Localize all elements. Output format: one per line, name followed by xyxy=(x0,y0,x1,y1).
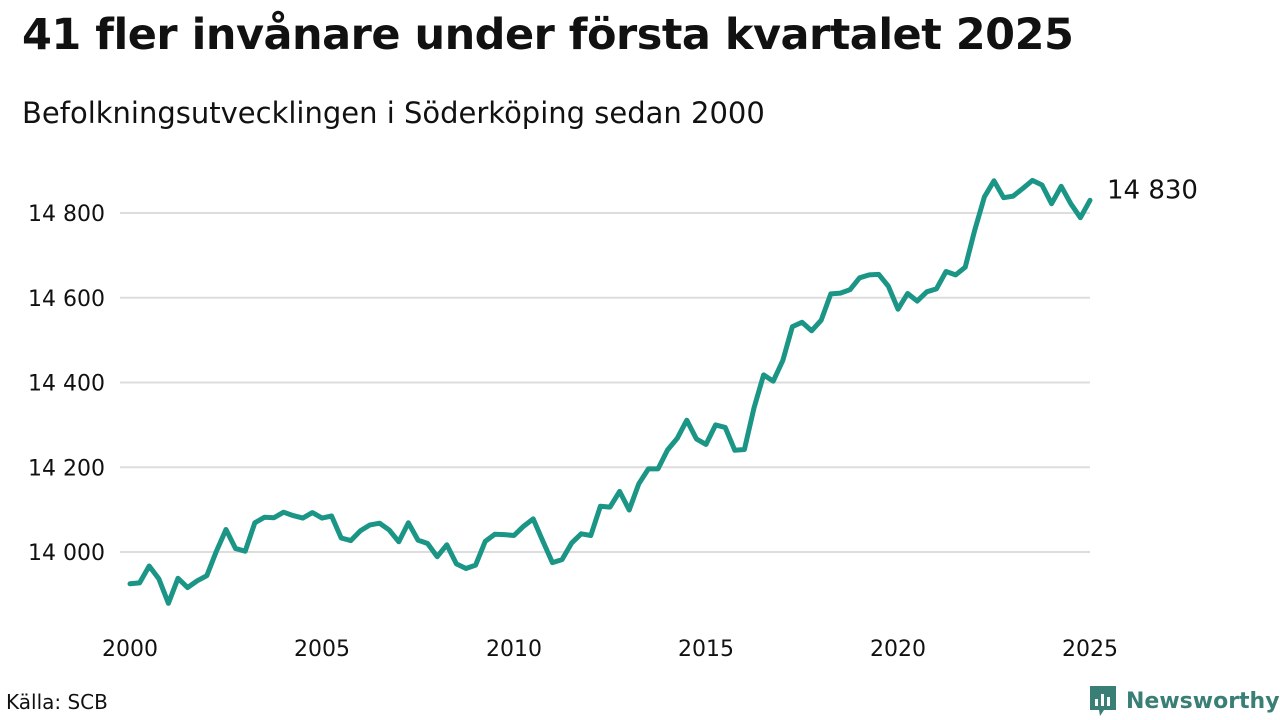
gridlines xyxy=(120,212,1090,553)
x-tick-label: 2025 xyxy=(1062,637,1118,662)
x-tick-label: 2000 xyxy=(102,637,158,662)
x-tick-label: 2010 xyxy=(486,637,542,662)
chart-subtitle: Befolkningsutvecklingen i Söderköping se… xyxy=(22,96,765,130)
y-tick-label: 14 800 xyxy=(28,202,105,227)
y-tick-label: 14 600 xyxy=(28,287,105,312)
bar-chart-bubble-icon xyxy=(1090,686,1116,716)
y-tick-label: 14 000 xyxy=(28,541,105,566)
chart-title: 41 fler invånare under första kvartalet … xyxy=(22,10,1074,60)
y-tick-label: 14 400 xyxy=(28,372,105,397)
brand-logo: Newsworthy xyxy=(1088,684,1280,718)
y-tick-label: 14 200 xyxy=(28,456,105,481)
end-value-label: 14 830 xyxy=(1107,175,1198,205)
series-group xyxy=(127,177,1093,606)
x-axis-tick-labels: 2000 2005 2010 2015 2020 2025 xyxy=(102,637,1118,662)
source-note: Källa: SCB xyxy=(6,690,108,714)
y-axis-tick-labels: 14 000 14 200 14 400 14 600 14 800 xyxy=(28,202,105,566)
brand-name: Newsworthy xyxy=(1126,688,1280,714)
x-tick-label: 2015 xyxy=(678,637,734,662)
population-line xyxy=(127,177,1093,606)
x-tick-label: 2005 xyxy=(294,637,350,662)
x-tick-label: 2020 xyxy=(870,637,926,662)
